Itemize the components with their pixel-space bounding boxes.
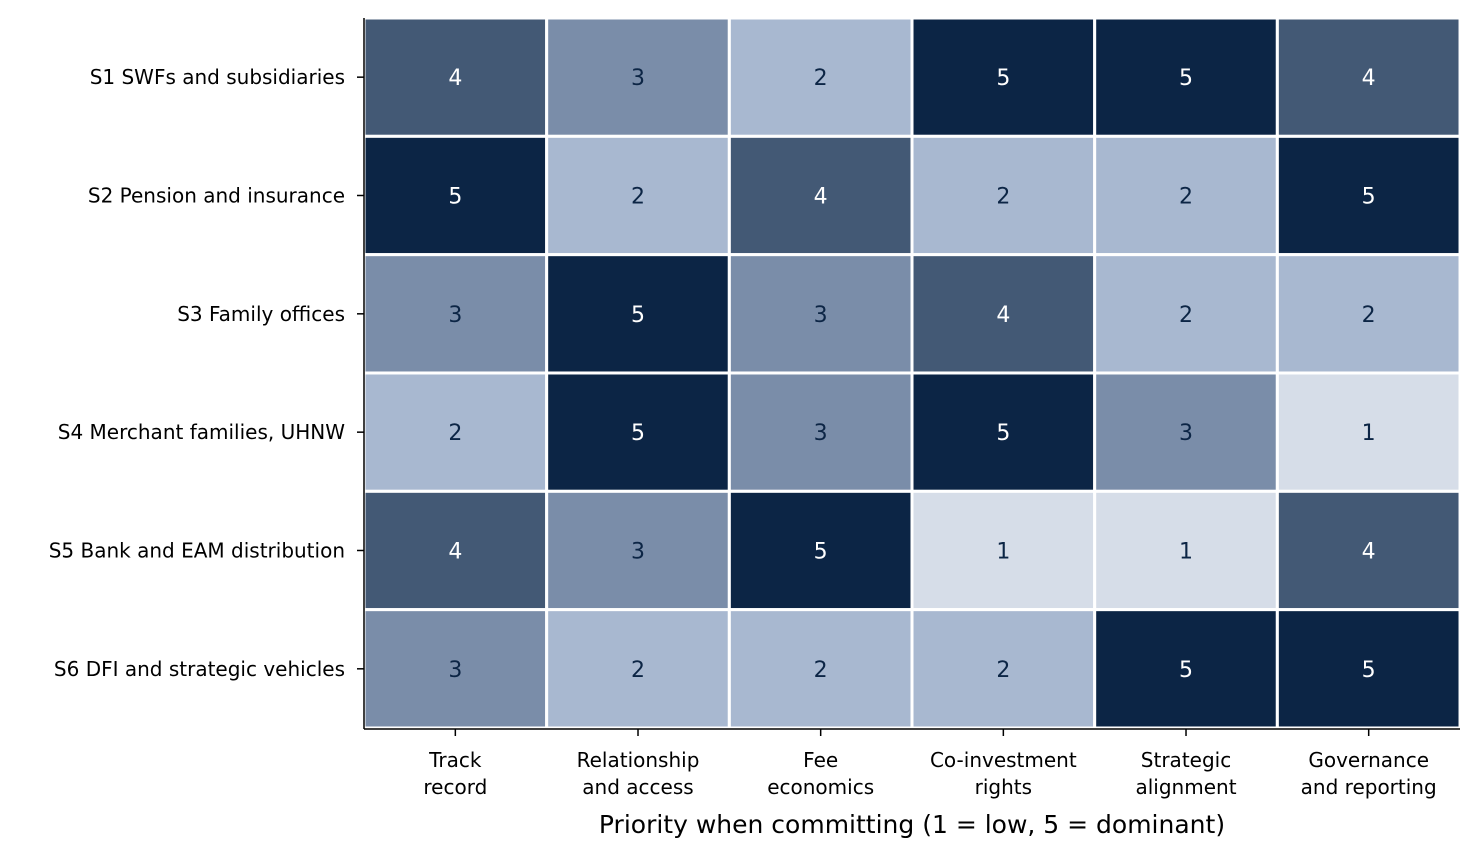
column-label: Track (428, 748, 482, 772)
cell-value-label: 2 (814, 66, 828, 91)
heatmap-cell (545, 16, 731, 138)
cell-value-label: 3 (814, 421, 828, 446)
column-label: alignment (1135, 775, 1236, 799)
heatmap-cell (910, 608, 1097, 730)
cell-value-label: 2 (631, 658, 645, 683)
cell-value-label: 3 (631, 539, 645, 564)
cells-layer: 4 3 2 5 5 4 5 2 4 2 2 5 3 5 3 4 2 2 2 5 3 5 3 1 4 3 5 1 1 4 3 2 2 2 5 5 (362, 16, 1462, 730)
cell-value-label: 5 (1362, 658, 1376, 683)
x-axis-title: Priority when committing (1 = low, 5 = d… (599, 810, 1225, 839)
cell-value-label: 2 (996, 658, 1010, 683)
cell-value-label: 2 (1179, 184, 1193, 209)
heatmap-cell (1093, 371, 1279, 493)
cell-value-label: 2 (1362, 303, 1376, 328)
column-label: Co-investment (930, 748, 1077, 772)
heatmap-cell (1093, 489, 1279, 612)
heatmap-cell (910, 489, 1097, 612)
cell-value-label: 5 (1362, 184, 1376, 209)
cell-value-label: 3 (448, 303, 462, 328)
cell-value-label: 5 (631, 303, 645, 328)
row-label: S3 Family offices (177, 302, 345, 326)
heatmap-cell (1275, 489, 1462, 612)
cell-value-label: 2 (996, 184, 1010, 209)
column-label: economics (767, 775, 874, 799)
heatmap-cell (545, 371, 731, 493)
heatmap-cell (727, 371, 914, 493)
cell-value-label: 4 (448, 539, 462, 564)
axes-layer (363, 18, 1460, 730)
column-label: and reporting (1301, 775, 1437, 799)
row-label: S2 Pension and insurance (88, 183, 345, 207)
column-label: Strategic (1141, 748, 1231, 772)
heatmap-cell (545, 253, 731, 375)
heatmap-cell (1275, 253, 1462, 375)
heatmap-cell (1275, 16, 1462, 138)
column-label: record (423, 775, 487, 799)
heatmap-cell (910, 134, 1097, 257)
cell-value-label: 4 (1362, 539, 1376, 564)
labels-layer: S1 SWFs and subsidiaries S2 Pension and i… (49, 65, 1437, 799)
heatmap-cell (1275, 134, 1462, 257)
heatmap-cell (1275, 608, 1462, 730)
cell-value-label: 5 (1179, 66, 1193, 91)
column-label: Fee (803, 748, 838, 772)
cell-value-label: 5 (996, 66, 1010, 91)
cell-value-label: 1 (1179, 539, 1193, 564)
heatmap-cell (1275, 371, 1462, 493)
cell-value-label: 3 (1179, 421, 1193, 446)
heatmap-cell (362, 608, 549, 730)
cell-value-label: 4 (996, 303, 1010, 328)
cell-value-label: 5 (814, 539, 828, 564)
row-label: S6 DFI and strategic vehicles (54, 657, 345, 681)
cell-value-label: 1 (996, 539, 1010, 564)
column-label: Governance (1308, 748, 1429, 772)
column-label: and access (582, 775, 693, 799)
cell-value-label: 2 (631, 184, 645, 209)
heatmap-cell (910, 371, 1097, 493)
cell-value-label: 5 (448, 184, 462, 209)
row-label: S4 Merchant families, UHNW (58, 420, 345, 444)
heatmap-cell (545, 134, 731, 257)
heatmap-cell (362, 16, 549, 138)
cell-value-label: 4 (1362, 66, 1376, 91)
heatmap-cell (362, 371, 549, 493)
column-label: rights (975, 775, 1032, 799)
cell-value-label: 2 (448, 421, 462, 446)
cell-value-label: 1 (1362, 421, 1376, 446)
heatmap-cell (1093, 608, 1279, 730)
cell-value-label: 3 (814, 303, 828, 328)
heatmap-cell (910, 253, 1097, 375)
column-label: Relationship (577, 748, 700, 772)
cell-value-label: 3 (631, 66, 645, 91)
heatmap-cell (1093, 253, 1279, 375)
row-label: S1 SWFs and subsidiaries (90, 65, 345, 89)
heatmap-cell (727, 489, 914, 612)
cell-value-label: 3 (448, 658, 462, 683)
cell-value-label: 5 (1179, 658, 1193, 683)
cell-value-label: 5 (996, 421, 1010, 446)
cell-value-label: 2 (1179, 303, 1193, 328)
cell-value-label: 4 (814, 184, 828, 209)
row-label: S5 Bank and EAM distribution (49, 538, 345, 562)
cell-value-label: 2 (814, 658, 828, 683)
heatmap-cell (727, 16, 914, 138)
cell-value-label: 4 (448, 66, 462, 91)
cell-value-label: 5 (631, 421, 645, 446)
